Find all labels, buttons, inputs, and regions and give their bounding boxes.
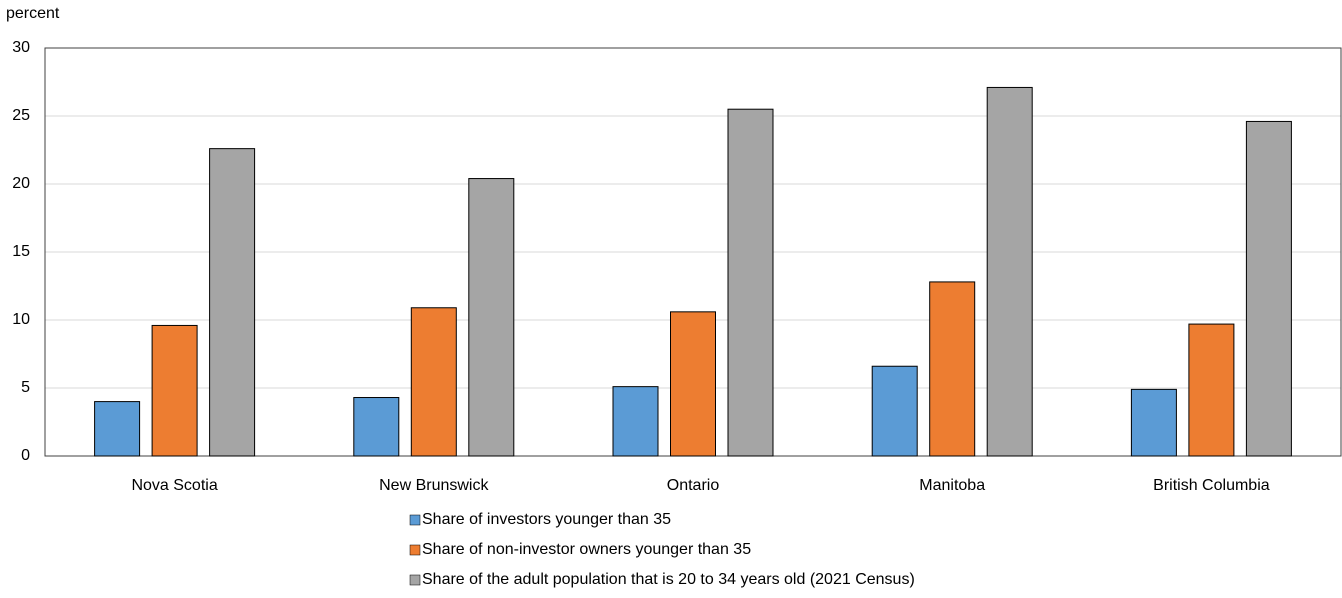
y-tick-label: 20 — [12, 175, 30, 192]
legend-label: Share of non-investor owners younger tha… — [422, 541, 751, 558]
x-tick-label: Ontario — [667, 477, 720, 494]
bar — [871, 365, 918, 457]
bar — [151, 324, 198, 457]
x-tick-label: British Columbia — [1153, 477, 1270, 494]
y-tick-label: 30 — [12, 39, 30, 56]
bar — [929, 281, 976, 457]
y-tick-label: 0 — [21, 447, 30, 464]
bar — [1130, 388, 1177, 457]
legend-label: Share of investors younger than 35 — [422, 511, 671, 528]
bar — [1188, 323, 1235, 457]
y-tick-label: 10 — [12, 311, 30, 328]
legend-swatch — [409, 544, 421, 556]
y-tick-label: 25 — [12, 107, 30, 124]
x-tick-label: Nova Scotia — [131, 477, 217, 494]
y-axis-label: percent — [6, 5, 60, 22]
bar — [1245, 120, 1292, 457]
bar — [410, 307, 457, 457]
bar — [468, 178, 515, 457]
x-tick-label: Manitoba — [919, 477, 985, 494]
bar — [209, 148, 256, 457]
y-tick-label: 5 — [21, 379, 30, 396]
bar — [986, 86, 1033, 457]
legend-swatch — [409, 574, 421, 586]
bar — [353, 397, 400, 457]
bar — [94, 401, 141, 457]
y-tick-label: 15 — [12, 243, 30, 260]
bar — [727, 108, 774, 457]
bar — [670, 311, 716, 457]
x-tick-label: New Brunswick — [379, 477, 489, 494]
bar — [612, 386, 659, 457]
legend-label: Share of the adult population that is 20… — [422, 571, 915, 588]
legend-swatch — [409, 514, 421, 526]
